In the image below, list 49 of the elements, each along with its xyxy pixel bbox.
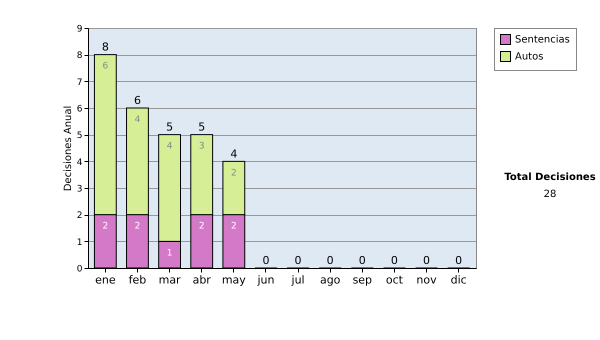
- y-tick-label: 3: [76, 184, 82, 194]
- data-label: 4: [166, 142, 173, 152]
- text: Total Decisiones: [503, 172, 597, 183]
- total-label: 0: [262, 254, 270, 267]
- text: 28: [542, 189, 558, 200]
- data-label: 2: [230, 222, 237, 232]
- x-tick-label: ago: [320, 274, 341, 286]
- y-tick-label: 4: [76, 158, 83, 168]
- data-label: 2: [102, 222, 108, 232]
- x-tick-label: oct: [386, 274, 404, 286]
- total-label: 0: [326, 254, 334, 267]
- y-tick-label: 0: [76, 264, 83, 274]
- data-label: 3: [198, 142, 205, 152]
- x-tick-label: mar: [158, 274, 182, 286]
- x-tick-label: nov: [416, 274, 438, 286]
- x-tick-label: abr: [192, 274, 212, 286]
- total-label: 0: [294, 254, 302, 267]
- y-tick-label: 9: [76, 24, 83, 34]
- data-label: 6: [102, 62, 108, 72]
- data-label: 2: [198, 222, 205, 232]
- y-tick-label: 2: [76, 211, 82, 222]
- data-label: 1: [166, 248, 172, 258]
- x-tick-label: may: [222, 274, 246, 286]
- x-tick-label: ene: [95, 274, 116, 286]
- total-label: 0: [423, 254, 430, 267]
- total-label: 4: [230, 147, 238, 160]
- x-tick-label: sep: [352, 274, 372, 286]
- x-tick-label: jun: [256, 274, 274, 286]
- x-tick-label: jul: [290, 274, 305, 286]
- y-tick-label: 7: [76, 78, 82, 88]
- total-label: 8: [102, 40, 109, 54]
- y-axis-title: Decisiones Anual: [62, 106, 74, 192]
- total-label: 6: [134, 94, 141, 107]
- y-tick-label: 6: [76, 104, 83, 114]
- data-label: 4: [134, 115, 141, 125]
- total-label: 0: [358, 254, 366, 267]
- total-label: 0: [455, 254, 462, 267]
- legend-label: Sentencias: [515, 34, 570, 46]
- y-tick-label: 8: [76, 51, 83, 62]
- data-label: 2: [230, 168, 237, 178]
- total-label: 5: [166, 120, 174, 134]
- total-label: 5: [198, 120, 206, 134]
- legend-label: Autos: [515, 52, 544, 62]
- x-tick-label: feb: [128, 274, 146, 286]
- y-tick-label: 1: [76, 238, 82, 248]
- y-tick-label: 5: [76, 131, 82, 142]
- data-label: 2: [134, 222, 140, 232]
- total-label: 0: [390, 254, 398, 267]
- x-tick-label: dic: [450, 274, 467, 286]
